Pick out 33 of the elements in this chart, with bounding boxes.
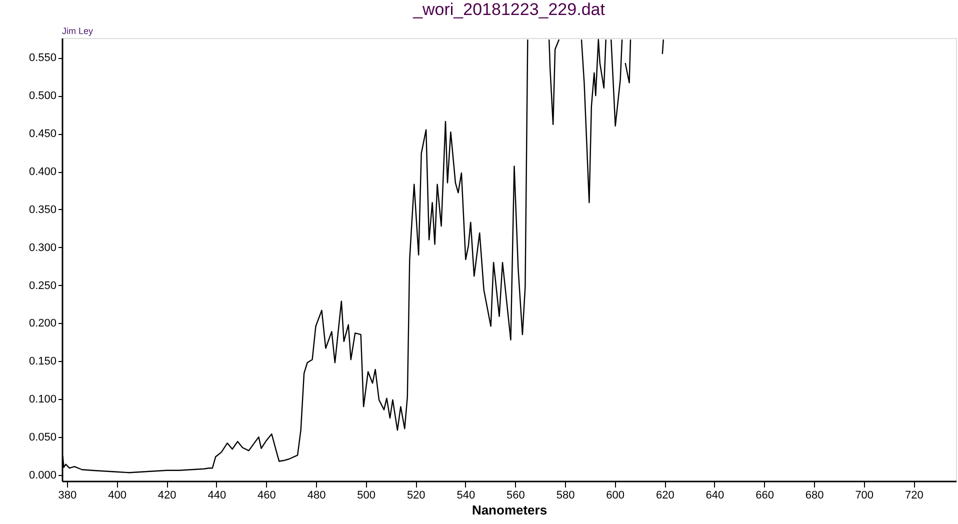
y-tick-label: 0.150: [28, 356, 56, 368]
x-axis-title: Nanometers: [472, 502, 548, 518]
x-tick-label: 600: [606, 490, 625, 502]
x-tick-label: 480: [307, 490, 326, 502]
x-tick-label: 420: [158, 490, 176, 502]
y-tick-label: 0.350: [28, 204, 56, 216]
y-tick-label: 0.450: [28, 128, 56, 140]
x-tick-label: 720: [904, 490, 924, 502]
y-tick-label: 0.200: [28, 318, 56, 330]
x-tick-label: 560: [506, 490, 525, 502]
x-tick-label: 680: [805, 490, 824, 502]
y-tick-label: 0.000: [28, 469, 56, 482]
x-tick-label: 500: [357, 490, 376, 502]
x-tick-label: 400: [108, 490, 126, 502]
text: Jim Ley: [62, 26, 94, 36]
x-tick-label: 580: [556, 490, 575, 502]
chart-title: _wori_20181223_229.dat: [412, 0, 606, 19]
x-tick-label: 640: [706, 490, 724, 502]
y-tick-label: 0.050: [28, 432, 56, 444]
x-tick-label: 620: [656, 490, 674, 502]
y-tick-label: 0.400: [28, 166, 56, 178]
x-tick-label: 380: [58, 490, 77, 502]
y-tick-label: 0.550: [28, 52, 56, 64]
x-tick-label: 440: [208, 490, 226, 502]
x-tick-label: 460: [258, 490, 276, 502]
x-tick-label: 520: [406, 490, 426, 502]
x-tick-label: 660: [756, 490, 774, 502]
y-tick-label: 0.250: [28, 280, 56, 292]
x-tick-label: 700: [855, 490, 874, 502]
y-tick-label: 0.300: [28, 242, 56, 254]
y-tick-label: 0.500: [28, 90, 56, 102]
x-tick-label: 540: [456, 490, 476, 502]
y-tick-label: 0.100: [28, 394, 56, 406]
